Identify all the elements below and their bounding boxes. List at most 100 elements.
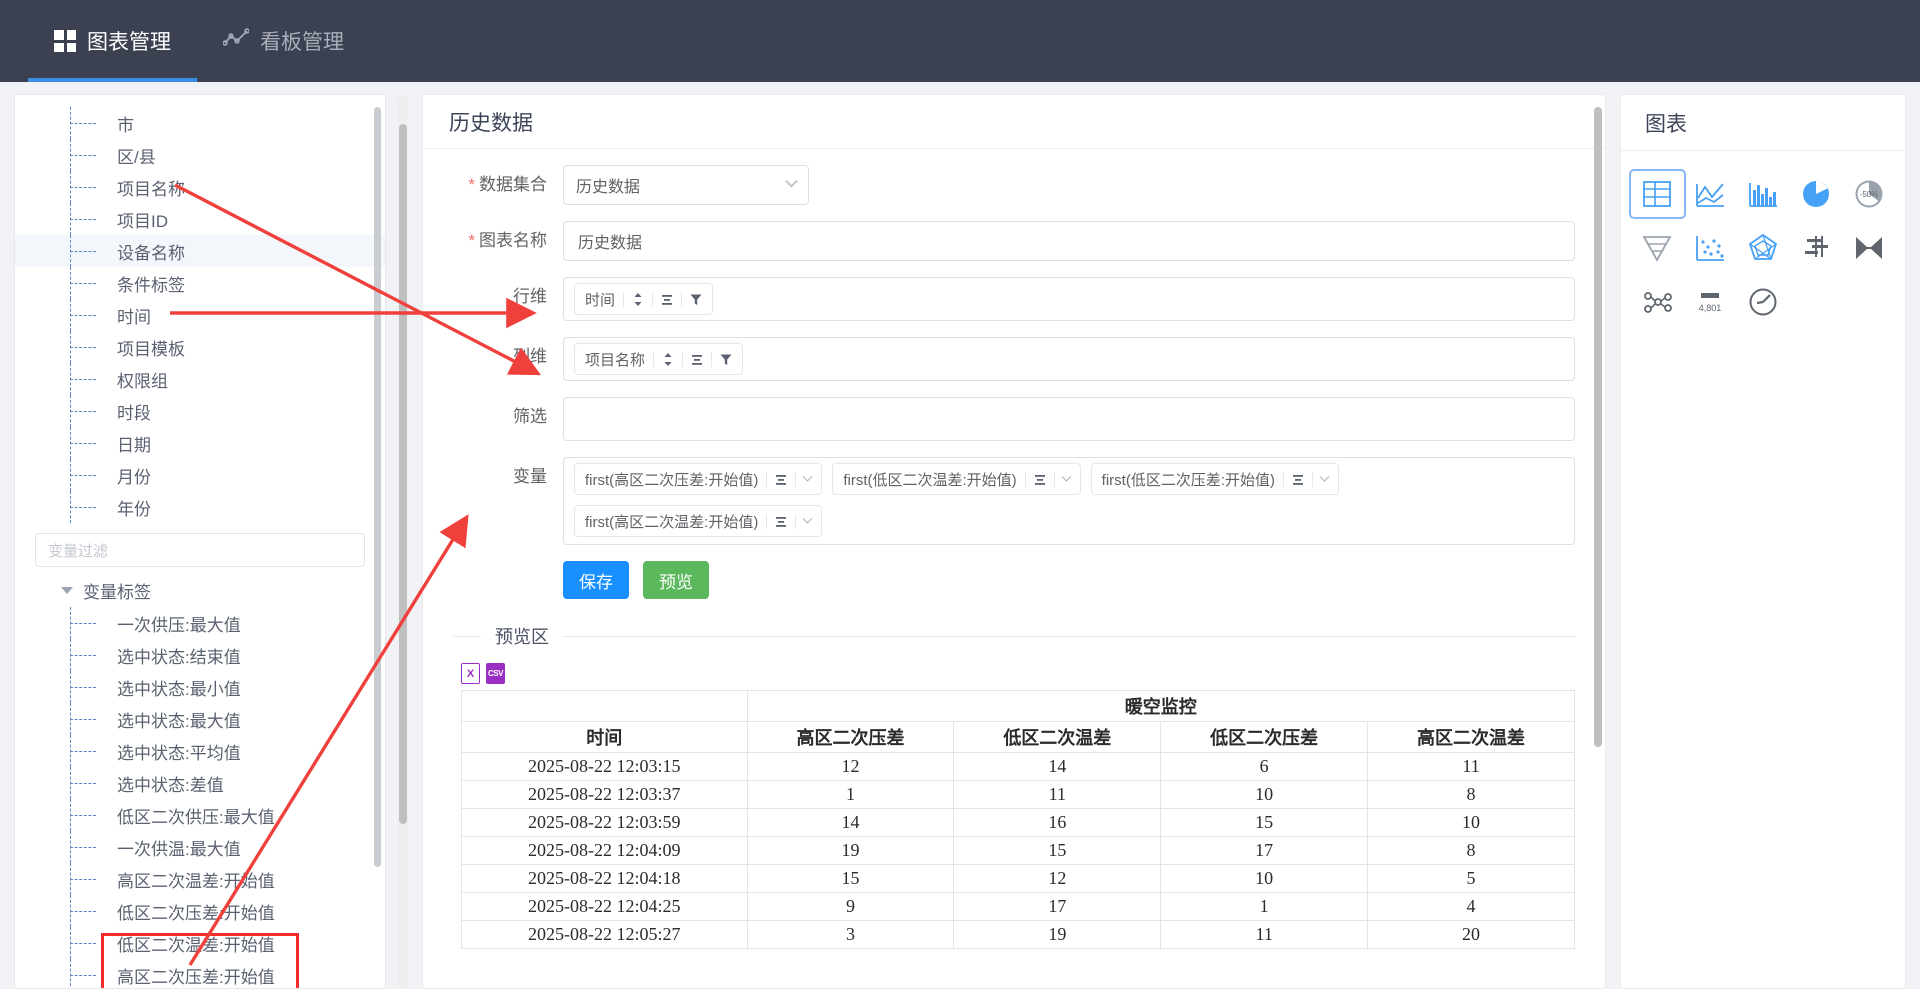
tab-dashboard-management[interactable]: 看板管理: [197, 0, 370, 82]
sidebar-variable-item[interactable]: 低区二次压差:开始值: [15, 895, 385, 927]
sidebar-variable-item[interactable]: 选中状态:最小值: [15, 671, 385, 703]
chart-type-table-chart[interactable]: [1629, 169, 1686, 219]
center-panel-scrollbar[interactable]: [1594, 107, 1602, 747]
chevron-down-icon: [785, 174, 798, 188]
sidebar-variable-item[interactable]: 高区二次温差:开始值: [15, 863, 385, 895]
tree-branch-line: [70, 623, 96, 624]
sidebar-variable-item[interactable]: 一次供压:最大值: [15, 607, 385, 639]
workspace-scrollbar[interactable]: [398, 94, 408, 989]
sidebar-tree-item[interactable]: 时间: [15, 299, 385, 331]
chart-config-form: *数据集合 历史数据 *图表名称 行维 时间 列维 项目名称: [423, 149, 1605, 599]
chart-type-gauge-chart[interactable]: [1737, 279, 1790, 325]
variable-field[interactable]: first(高区二次压差:开始值) first(低区二次温差:开始值) first(…: [563, 457, 1575, 545]
sidebar-variable-item[interactable]: 高区二次压差:开始值: [15, 959, 385, 988]
radar-chart-icon: [1748, 233, 1778, 260]
sidebar-tree-item[interactable]: 权限组: [15, 363, 385, 395]
table-cell: 19: [746, 836, 955, 865]
tree-node-label: 低区二次供压:最大值: [117, 807, 275, 827]
save-button[interactable]: 保存: [563, 561, 629, 599]
table-row: 2025-08-22 12:03:15 12 14 6 11: [461, 752, 1575, 781]
sort-icon[interactable]: [662, 352, 674, 366]
sidebar-tree-item[interactable]: 月份: [15, 459, 385, 491]
chart-type-funnel-chart[interactable]: [1631, 225, 1684, 271]
svg-text:-50%: -50%: [1859, 190, 1878, 199]
sidebar-variable-item[interactable]: 选中状态:最大值: [15, 703, 385, 735]
table-cell: 19: [953, 920, 1162, 949]
chart-type-pie-chart[interactable]: [1789, 171, 1842, 217]
sidebar-variable-item[interactable]: 选中状态:平均值: [15, 735, 385, 767]
chevron-down-icon[interactable]: [802, 471, 813, 482]
align-icon[interactable]: [1034, 473, 1046, 486]
bullet-chart-icon: [1804, 236, 1828, 257]
tree-branch-line: [70, 187, 96, 188]
sidebar-tree-item[interactable]: 条件标签: [15, 267, 385, 299]
variable-filter-input[interactable]: 变量过滤: [35, 533, 365, 567]
sidebar-tree-item[interactable]: 年份: [15, 491, 385, 523]
table-cell: 4: [1367, 892, 1575, 921]
sort-icon[interactable]: [632, 292, 644, 306]
sidebar-variable-item[interactable]: 低区二次温差:开始值: [15, 927, 385, 959]
variable-tag-group-header[interactable]: 变量标签: [15, 573, 385, 607]
chart-type-bar-chart[interactable]: [1737, 171, 1790, 217]
sidebar-tree-item[interactable]: 市: [15, 107, 385, 139]
csv-export-icon[interactable]: CSV: [486, 663, 505, 684]
filter-icon[interactable]: [690, 293, 702, 306]
align-icon[interactable]: [691, 353, 703, 366]
col-dimension-chip[interactable]: 项目名称: [574, 343, 744, 375]
variable-chip[interactable]: first(低区二次压差:开始值): [1090, 463, 1339, 495]
table-row: 2025-08-22 12:05:27 3 19 11 20: [461, 920, 1575, 949]
align-icon[interactable]: [1292, 473, 1304, 486]
variable-chip[interactable]: first(高区二次压差:开始值): [574, 463, 823, 495]
align-icon[interactable]: [661, 293, 673, 306]
variable-chip[interactable]: first(低区二次温差:开始值): [832, 463, 1081, 495]
chart-type-radar-chart[interactable]: [1737, 225, 1790, 271]
chart-type-line-chart[interactable]: [1684, 171, 1737, 217]
chip-separator: [1053, 471, 1055, 487]
tree-node-label: 条件标签: [117, 275, 185, 295]
filter-field[interactable]: [563, 397, 1575, 441]
preview-button[interactable]: 预览: [643, 561, 709, 599]
chart-type-relation-graph[interactable]: [1631, 279, 1684, 325]
pie-chart-icon: [1802, 181, 1829, 207]
sidebar-variable-item[interactable]: 选中状态:差值: [15, 767, 385, 799]
chart-type-metric-number[interactable]: 4,801: [1684, 279, 1737, 325]
align-icon[interactable]: [775, 515, 787, 528]
tab-dashboard-management-label: 看板管理: [260, 31, 344, 54]
excel-export-icon[interactable]: X: [461, 663, 480, 684]
sidebar-tree-item[interactable]: 项目ID: [15, 203, 385, 235]
tree-node-label: 选中状态:结束值: [117, 647, 241, 667]
chevron-down-icon[interactable]: [1061, 471, 1072, 482]
sidebar-tree-item[interactable]: 区/县: [15, 139, 385, 171]
chevron-down-icon[interactable]: [802, 513, 813, 524]
filter-icon[interactable]: [720, 353, 732, 366]
row-dimension-chip[interactable]: 时间: [574, 283, 714, 315]
row-dimension-label: 行维: [513, 287, 547, 306]
sidebar-tree-item[interactable]: 时段: [15, 395, 385, 427]
variable-chip[interactable]: first(高区二次温差:开始值): [574, 505, 823, 537]
sidebar-tree-item[interactable]: 设备名称: [15, 235, 385, 267]
align-icon[interactable]: [775, 473, 787, 486]
sidebar-tree-item[interactable]: 项目模板: [15, 331, 385, 363]
sidebar-scrollbar[interactable]: [374, 107, 381, 867]
chart-type-scatter-chart[interactable]: [1684, 225, 1737, 271]
sidebar-tree-item[interactable]: 日期: [15, 427, 385, 459]
preview-table-wrapper: 暖空监控 时间 高区二次压差 低区二次温差 低区二次压差 高区二次温差 2025-08-…: [461, 690, 1576, 949]
chartname-input[interactable]: [563, 221, 1575, 261]
chart-type-bullet-chart[interactable]: [1789, 225, 1842, 271]
tree-branch-line: [70, 251, 96, 252]
row-dimension-field[interactable]: 时间: [563, 277, 1575, 321]
table-cell: 20: [1367, 920, 1575, 949]
chart-type-progress-circle[interactable]: -50%: [1842, 171, 1895, 217]
chart-type-butterfly-chart[interactable]: [1842, 225, 1895, 271]
tree-node-label: 一次供温:最大值: [117, 839, 241, 859]
preview-table: 暖空监控 时间 高区二次压差 低区二次温差 低区二次压差 高区二次温差 2025-08-…: [461, 690, 1576, 949]
tab-chart-management[interactable]: 图表管理: [28, 0, 197, 82]
sidebar-variable-item[interactable]: 低区二次供压:最大值: [15, 799, 385, 831]
chevron-down-icon[interactable]: [1319, 471, 1330, 482]
sidebar-variable-item[interactable]: 一次供温:最大值: [15, 831, 385, 863]
col-dimension-field[interactable]: 项目名称: [563, 337, 1575, 381]
sidebar-tree-item[interactable]: 项目名称: [15, 171, 385, 203]
sidebar-variable-item[interactable]: 选中状态:结束值: [15, 639, 385, 671]
table-cell: 8: [1367, 780, 1575, 809]
dataset-select[interactable]: 历史数据: [563, 165, 809, 205]
